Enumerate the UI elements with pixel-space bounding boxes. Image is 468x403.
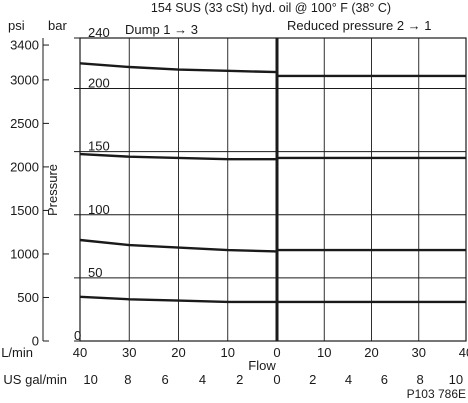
bar-tick-label: 50 <box>88 265 102 280</box>
psi-tick-label: 500 <box>17 290 39 305</box>
psi-tick-label: 2000 <box>10 159 39 174</box>
bar-tick-label: 150 <box>88 139 110 154</box>
psi-unit-label: psi <box>8 18 25 33</box>
x-axis-title: Flow <box>248 358 276 373</box>
plot-frame <box>79 37 467 342</box>
lmin-tick-label: 30 <box>122 345 136 360</box>
bar-tick-label: 240 <box>88 25 110 40</box>
lmin-tick-label: 0 <box>273 345 280 360</box>
curves <box>79 62 466 304</box>
psi-tick-label: 3000 <box>10 72 39 87</box>
usgal-axis: 10 8 6 4 2 0 2 4 6 8 10 <box>83 372 463 387</box>
chart-title: 154 SUS (33 cSt) hyd. oil @ 100° F (38° … <box>151 1 391 15</box>
lmin-tick-label: 40 <box>73 345 87 360</box>
usgal-tick-label: 2 <box>309 372 316 387</box>
psi-tick-label: 0 <box>32 334 39 349</box>
dump-curve <box>79 295 277 304</box>
bar-unit-label: bar <box>48 18 67 33</box>
usgal-unit-label: US gal/min <box>3 372 67 387</box>
dump-curve <box>79 152 277 161</box>
figure-code: P103 786E <box>407 387 466 401</box>
usgal-tick-label: 2 <box>236 372 243 387</box>
lmin-tick-label: 10 <box>221 345 235 360</box>
lmin-axis: 40 30 20 10 0 10 20 30 40 <box>73 345 468 360</box>
dump-curve <box>79 238 278 253</box>
bar-tick-label: 200 <box>88 76 110 91</box>
lmin-tick-label: 20 <box>364 345 378 360</box>
psi-tick-label: 1500 <box>10 203 39 218</box>
psi-axis: 0 500 1000 1500 2000 2500 3000 3400 <box>10 38 49 349</box>
usgal-tick-label: 4 <box>199 372 206 387</box>
psi-tick-label: 1000 <box>10 246 39 261</box>
bar-axis: 0 50 100 150 200 240 <box>74 25 110 343</box>
bar-tick-label: 100 <box>88 202 110 217</box>
usgal-tick-label: 10 <box>449 372 463 387</box>
lmin-tick-label: 40 <box>459 345 468 360</box>
lmin-unit-label: L/min <box>1 345 33 360</box>
usgal-tick-label: 6 <box>162 372 169 387</box>
usgal-tick-label: 0 <box>273 372 280 387</box>
usgal-tick-label: 4 <box>345 372 352 387</box>
psi-tick-label: 2500 <box>10 116 39 131</box>
usgal-tick-label: 10 <box>83 372 97 387</box>
gridlines <box>80 38 466 341</box>
usgal-tick-label: 8 <box>124 372 131 387</box>
dump-curve <box>79 62 278 74</box>
bar-tick-label: 0 <box>74 328 81 343</box>
usgal-tick-label: 6 <box>381 372 388 387</box>
lmin-tick-label: 10 <box>317 345 331 360</box>
usgal-tick-label: 8 <box>416 372 423 387</box>
y-axis-title: Pressure <box>45 164 60 216</box>
dump-panel-title: Dump 1 → 3 <box>125 22 198 37</box>
lmin-tick-label: 30 <box>412 345 426 360</box>
reduced-pressure-panel-title: Reduced pressure 2 → 1 <box>287 18 432 33</box>
psi-tick-label: 3400 <box>10 38 39 53</box>
lmin-tick-label: 20 <box>171 345 185 360</box>
